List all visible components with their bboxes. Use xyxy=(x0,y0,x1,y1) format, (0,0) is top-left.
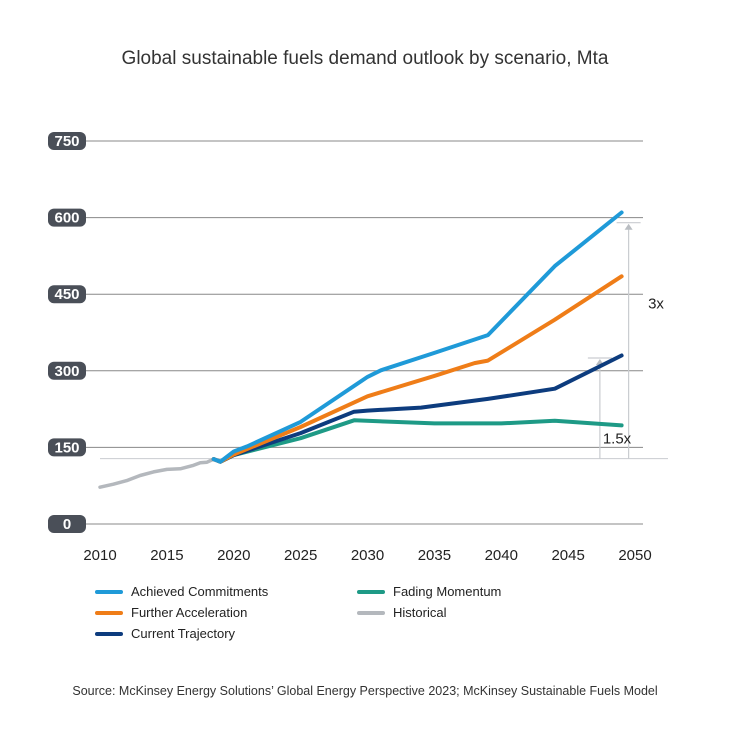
y-tick-badge xyxy=(48,132,86,150)
x-tick-label: 2020 xyxy=(217,547,250,564)
legend-label: Achieved Commitments xyxy=(131,584,269,599)
legend-swatch xyxy=(357,589,385,594)
x-tick-label: 2010 xyxy=(83,547,116,564)
legend-label: Fading Momentum xyxy=(393,584,502,599)
legend-swatch xyxy=(95,610,123,615)
y-tick-badge xyxy=(48,361,86,380)
x-tick-label: 2040 xyxy=(485,547,518,564)
legend-item-further-acceleration: Further Acceleration xyxy=(95,605,247,620)
annotation-label: 1.5x xyxy=(603,431,632,448)
y-tick-label: 300 xyxy=(54,363,79,380)
y-tick-badge xyxy=(48,208,86,227)
y-tick-label: 750 xyxy=(54,133,79,150)
legend-label: Historical xyxy=(393,605,447,620)
x-tick-label: 2050 xyxy=(618,547,651,564)
y-tick-label: 450 xyxy=(54,286,79,303)
y-tick-label: 600 xyxy=(54,210,79,227)
x-tick-label: 2015 xyxy=(150,547,183,564)
chart-title: Global sustainable fuels demand outlook … xyxy=(121,48,609,69)
legend-item-current-trajectory: Current Trajectory xyxy=(95,626,235,641)
legend-item-historical: Historical xyxy=(357,605,446,620)
y-tick-badge xyxy=(48,285,86,304)
x-tick-label: 2045 xyxy=(551,547,584,564)
legend-label: Current Trajectory xyxy=(131,626,236,641)
x-tick-label: 2035 xyxy=(418,547,451,564)
legend-item-achieved-commitments: Achieved Commitments xyxy=(95,584,268,599)
series-line-historical xyxy=(98,457,223,489)
x-tick-label: 2030 xyxy=(351,547,384,564)
legend-item-fading-momentum: Fading Momentum xyxy=(357,584,501,599)
y-tick-label: 150 xyxy=(54,439,79,456)
y-tick-badge xyxy=(48,515,86,533)
source-note: Source: McKinsey Energy Solutions’ Globa… xyxy=(72,684,658,698)
annotation-label: 3x xyxy=(648,295,664,312)
x-tick-label: 2025 xyxy=(284,547,317,564)
series-line-achieved-commitments xyxy=(211,210,624,464)
legend-label: Further Acceleration xyxy=(131,605,248,620)
legend-swatch xyxy=(95,631,123,636)
legend-swatch xyxy=(357,610,385,615)
y-tick-badge xyxy=(48,438,86,457)
legend-swatch xyxy=(95,589,123,594)
annotation-arrowhead xyxy=(624,223,633,230)
y-tick-label: 0 xyxy=(63,516,71,533)
